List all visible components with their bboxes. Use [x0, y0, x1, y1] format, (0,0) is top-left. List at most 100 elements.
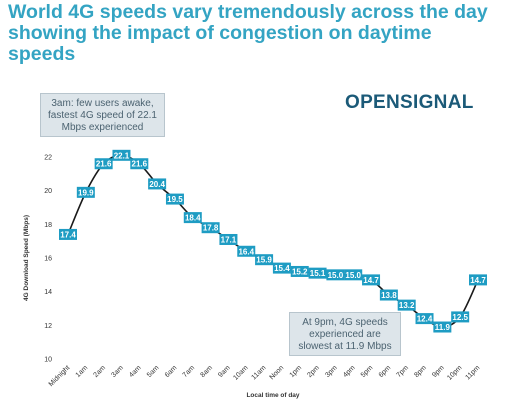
data-label-box: [112, 149, 131, 161]
x-axis-label: Local time of day: [246, 392, 299, 399]
x-tick-label: 5pm: [360, 364, 375, 379]
data-label-value: 21.6: [96, 160, 112, 169]
x-tick-label: Noon: [269, 364, 286, 381]
data-label-value: 18.4: [185, 214, 201, 223]
data-label-value: 17.4: [60, 230, 76, 239]
data-point-label: 21.6: [130, 158, 149, 170]
y-axis-label: 4G Download Speed (Mbps): [23, 215, 30, 301]
data-label-box: [94, 158, 113, 170]
data-label-value: 15.0: [328, 271, 344, 280]
annotation-peak: 3am: few users awake, fastest 4G speed o…: [40, 93, 165, 137]
x-tick-label: 6am: [164, 364, 179, 379]
data-point-label: 17.8: [201, 222, 220, 234]
data-point-label: 16.4: [237, 245, 256, 257]
data-label-value: 19.5: [167, 195, 183, 204]
x-tick-label: 7pm: [396, 364, 411, 379]
data-label-box: [451, 311, 470, 323]
x-tick-label: 10am: [232, 364, 249, 381]
y-tick-label: 18: [44, 222, 52, 229]
x-tick-label: 10pm: [446, 364, 463, 381]
y-tick-label: 12: [44, 323, 52, 330]
y-tick-label: 20: [44, 188, 52, 195]
opensignal-logo: OPENSIGNAL: [345, 92, 474, 113]
data-point-label: 21.6: [94, 158, 113, 170]
x-tick-label: 7am: [182, 364, 197, 379]
data-label-box: [76, 186, 95, 198]
x-tick-label: 3pm: [324, 364, 339, 379]
x-tick-label: 6pm: [378, 364, 393, 379]
data-label-value: 20.4: [149, 180, 165, 189]
data-label-box: [326, 269, 345, 281]
y-tick-label: 16: [44, 256, 52, 263]
data-label-box: [219, 233, 238, 245]
data-point-label: 19.5: [165, 193, 184, 205]
data-label-box: [272, 262, 291, 274]
chart-title: World 4G speeds vary tremendously across…: [8, 1, 488, 65]
x-tick-label: Midnight: [48, 364, 72, 388]
data-point-label: 15.1: [308, 267, 327, 279]
data-label-value: 17.8: [203, 224, 219, 233]
data-label-box: [165, 193, 184, 205]
data-label-value: 13.8: [381, 291, 397, 300]
y-tick-label: 10: [44, 357, 52, 364]
data-label-value: 12.4: [417, 315, 433, 324]
x-tick-label: 3am: [110, 364, 125, 379]
x-tick-label: 9am: [217, 364, 232, 379]
data-label-box: [148, 178, 167, 190]
data-point-label: 20.4: [148, 178, 167, 190]
data-point-label: 14.7: [469, 274, 487, 286]
data-label-value: 15.4: [274, 264, 290, 273]
data-label-value: 15.0: [345, 271, 361, 280]
data-label-box: [183, 212, 202, 224]
data-point-label: 15.4: [272, 262, 291, 274]
data-label-value: 14.7: [470, 276, 486, 285]
data-label-value: 17.1: [221, 235, 237, 244]
data-point-label: 12.4: [415, 313, 434, 325]
data-label-box: [362, 274, 381, 286]
data-labels: 17.4 19.9 21.622.121.6 20.419.5 18.417.817.1…: [59, 149, 487, 333]
data-label-value: 15.9: [256, 256, 272, 265]
x-tick-label: 8am: [199, 364, 214, 379]
x-tick-label: 1pm: [289, 364, 304, 379]
data-label-box: [237, 245, 256, 257]
data-label-value: 22.1: [114, 151, 130, 160]
y-axis: 10 12 14 16 18 20 22: [44, 155, 52, 364]
data-label-box: [130, 158, 149, 170]
data-point-label: 19.9: [76, 186, 95, 198]
data-label-value: 15.1: [310, 269, 326, 278]
data-point-label: 17.1: [219, 233, 238, 245]
data-point-label: 13.8: [379, 289, 398, 301]
data-point-label: 13.2: [397, 299, 416, 311]
x-tick-label: 11pm: [464, 364, 481, 381]
data-point-label: 15.0: [344, 269, 363, 281]
x-tick-label: 11am: [251, 364, 268, 381]
data-point-label: 18.4: [183, 212, 202, 224]
data-label-value: 11.9: [435, 323, 451, 332]
data-label-box: [433, 321, 452, 333]
data-label-value: 15.2: [292, 267, 308, 276]
x-tick-label: 4am: [128, 364, 143, 379]
x-tick-label: 9pm: [431, 364, 446, 379]
data-label-box: [344, 269, 363, 281]
data-label-box: [59, 228, 77, 240]
data-point-label: 12.5: [451, 311, 470, 323]
x-tick-label: 2am: [92, 364, 107, 379]
data-label-box: [201, 222, 220, 234]
series-line: [67, 154, 479, 328]
data-point-label: 15.2: [290, 265, 309, 277]
x-tick-label: 1am: [75, 364, 90, 379]
data-label-value: 19.9: [78, 188, 94, 197]
x-tick-label: 2pm: [306, 364, 321, 379]
data-label-value: 14.7: [363, 276, 379, 285]
data-point-label: 14.7: [362, 274, 381, 286]
data-point-label: 15.0: [326, 269, 345, 281]
x-tick-label: 4pm: [342, 364, 357, 379]
data-point-label: 15.9: [255, 254, 274, 266]
data-label-box: [415, 313, 434, 325]
y-tick-label: 22: [44, 155, 52, 162]
data-label-value: 16.4: [238, 247, 254, 256]
data-point-label: 17.4: [59, 228, 77, 240]
data-label-box: [469, 274, 487, 286]
data-point-label: 11.9: [433, 321, 452, 333]
